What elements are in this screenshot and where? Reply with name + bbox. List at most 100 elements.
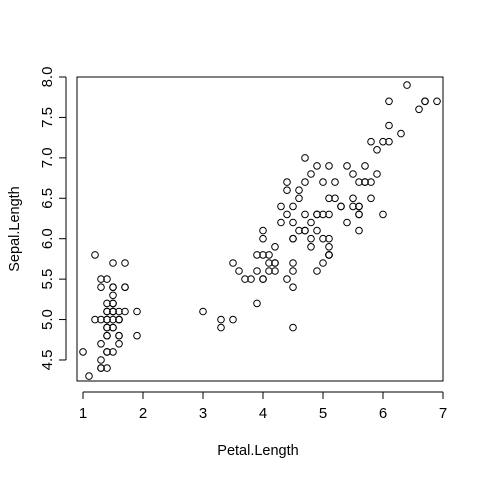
data-point [421,97,429,106]
data-point [247,275,255,283]
data-point [265,251,273,259]
data-point [331,178,339,186]
data-point [397,129,405,138]
data-point [109,259,117,267]
data-point [355,202,363,211]
data-point [307,170,315,178]
data-point [319,234,327,243]
x-axis: 1 2 3 4 5 6 7 [79,391,447,422]
data-point [301,226,309,235]
x-tick-label: 5 [319,405,327,422]
data-point [259,251,267,259]
x-tick-label: 3 [199,405,207,422]
data-point [253,251,261,259]
data-point [361,162,369,170]
data-point [85,372,93,380]
data-point [103,364,111,372]
plot-area [76,76,444,382]
data-point [325,210,333,219]
data-point [235,267,243,275]
data-point [253,267,261,275]
data-point [103,315,111,324]
data-point [313,162,321,170]
data-point [109,283,117,292]
data-point [289,202,297,211]
data-point [307,243,315,251]
data-point [289,323,297,332]
data-point [121,283,129,292]
data-point [289,234,297,243]
data-point [379,210,387,219]
x-tick-label: 2 [139,405,147,422]
data-point [271,259,279,267]
data-point [331,194,339,203]
data-point [121,259,129,267]
y-tick-label: 4.5 [39,350,56,371]
data-point [97,364,105,372]
y-axis: 4.5 5.0 5.5 6.0 6.5 7.0 7.5 8.0 [39,67,67,371]
data-point [109,348,117,356]
data-point [217,315,225,324]
x-axis-title: Petal.Length [217,443,298,459]
y-tick-label: 6.5 [39,188,56,209]
data-point [355,178,363,186]
data-point [109,307,117,316]
data-point [343,218,351,227]
data-point [199,307,207,316]
data-point [385,97,393,106]
data-point [385,121,393,130]
x-tick-label: 1 [79,405,87,422]
data-point [115,340,123,348]
data-point [301,154,309,162]
data-point [217,323,225,332]
data-point [271,267,279,275]
data-point [229,315,237,324]
data-point [277,202,285,211]
data-point [229,259,237,267]
data-point [307,234,315,243]
data-point [283,186,291,194]
data-point [355,210,363,219]
plot-frame [76,76,444,382]
data-point [91,315,99,324]
data-point [241,275,249,283]
data-point [289,218,297,227]
data-point [289,283,297,292]
data-point [91,251,99,259]
y-tick-label: 7.0 [39,147,56,168]
data-point [283,210,291,219]
data-point [295,186,303,194]
data-point [259,226,267,235]
y-tick-label: 8.0 [39,67,56,88]
data-point [403,81,411,89]
data-point [325,162,333,170]
data-point [373,146,381,154]
data-point [319,259,327,267]
data-point [265,259,273,267]
data-point [325,251,333,259]
data-point [277,218,285,227]
data-point [259,275,267,283]
data-point [271,243,279,251]
data-point [361,178,369,186]
data-point [355,226,363,235]
data-point [103,275,111,283]
data-point [385,137,393,146]
data-point [325,234,333,243]
data-point [301,210,309,219]
data-point [109,323,117,332]
data-point [97,275,105,283]
data-point [97,356,105,364]
y-axis-title: Sepal.Length [7,186,23,271]
data-point [367,194,375,203]
data-point [79,348,87,356]
data-point [319,210,327,219]
data-point [349,170,357,178]
data-point [313,210,321,219]
y-tick-label: 6.0 [39,228,56,249]
data-point [349,194,357,203]
data-point [433,97,441,106]
data-points [79,81,441,380]
data-point [313,226,321,235]
